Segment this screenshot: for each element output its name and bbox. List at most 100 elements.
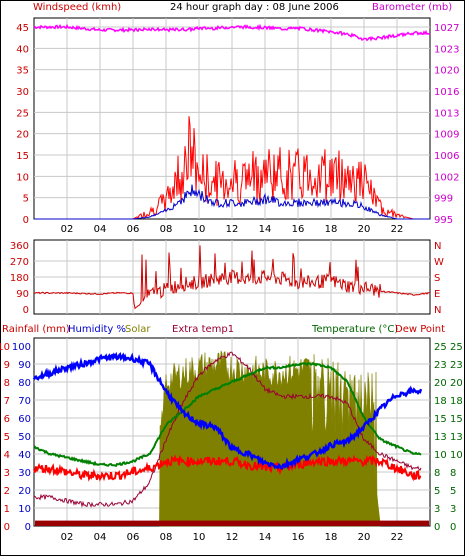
- hour-tick: 10: [193, 224, 206, 235]
- dew-point-tick: 10: [450, 450, 463, 461]
- extra-temp-label: Extra temp1: [172, 324, 234, 335]
- hour-tick: 12: [226, 532, 239, 543]
- rainfall-tick-labels: 0 1 2 3 4 5 6 7 8 9 10: [0, 342, 10, 533]
- humidity-tick: 80: [18, 378, 31, 389]
- hour-tick: 04: [94, 532, 107, 543]
- wind-direction-series: [33, 245, 431, 310]
- dew-point-tick: 15: [450, 414, 463, 425]
- rainfall-tick: 0: [4, 522, 10, 533]
- rainfall-tick: 10: [0, 342, 10, 353]
- temperature-tick: 13: [434, 432, 447, 443]
- barometer-tick: 995: [434, 215, 453, 226]
- dew-point-tick: 5: [450, 486, 456, 497]
- solar-label: Solar: [125, 324, 151, 335]
- windspeed-tick: 0: [23, 215, 29, 226]
- windspeed-tick: 10: [16, 172, 29, 183]
- temperature-tick-labels: 0 3 5 8 10 13 15 18 20 23 25: [434, 342, 447, 533]
- hour-tick: 18: [325, 532, 338, 543]
- dew-point-tick: 20: [450, 378, 463, 389]
- humidity-tick: 100: [12, 342, 31, 353]
- compass-tick: W: [434, 257, 444, 268]
- temperature-tick: 0: [434, 522, 440, 533]
- rainfall-tick: 9: [4, 360, 10, 371]
- temperature-tick: 8: [434, 468, 440, 479]
- hour-tick: 08: [160, 224, 173, 235]
- windspeed-tick: 35: [16, 66, 29, 77]
- barometer-tick: 1027: [434, 23, 459, 34]
- windspeed-tick: 5: [23, 194, 29, 205]
- temperature-tick: 18: [434, 396, 447, 407]
- hour-tick: 10: [193, 532, 206, 543]
- compass-tick: N: [434, 241, 441, 252]
- hour-tick: 22: [391, 532, 404, 543]
- dew-point-tick-labels: 0 3 5 8 10 13 15 18 20 23 25: [450, 342, 463, 533]
- temperature-tick: 20: [434, 378, 447, 389]
- windspeed-tick: 30: [16, 87, 29, 98]
- barometer-tick: 1016: [434, 87, 459, 98]
- hour-tick: 02: [61, 532, 74, 543]
- windspeed-tick: 20: [16, 130, 29, 141]
- barometer-series: [33, 23, 431, 42]
- windspeed-axis-label: Windspeed (kmh): [33, 2, 121, 13]
- barometer-tick: 1006: [434, 151, 459, 162]
- rainfall-series: [35, 520, 429, 526]
- graph-title: 24 hour graph day : 08 June 2006: [170, 2, 339, 13]
- direction-tick: 180: [10, 273, 29, 284]
- rainfall-tick: 2: [4, 486, 10, 497]
- humidity-axis-label: Humidity %: [68, 324, 126, 335]
- barometer-tick: 1009: [434, 130, 459, 141]
- hour-tick: 16: [292, 224, 305, 235]
- humidity-tick: 40: [18, 450, 31, 461]
- compass-tick: E: [434, 289, 440, 300]
- dew-point-tick: 23: [450, 360, 463, 371]
- barometer-tick: 1002: [434, 172, 459, 183]
- hour-tick: 08: [160, 532, 173, 543]
- compass-tick: N: [434, 305, 441, 316]
- rainfall-tick: 6: [4, 414, 10, 425]
- barometer-tick: 1023: [434, 44, 459, 55]
- rainfall-axis-label: Rainfall (mm): [2, 324, 70, 335]
- hour-tick: 06: [127, 224, 140, 235]
- dew-point-tick: 0: [450, 522, 456, 533]
- hour-tick: 18: [325, 224, 338, 235]
- windspeed-tick: 40: [16, 44, 29, 55]
- barometer-tick: 1020: [434, 66, 459, 77]
- dew-point-tick: 8: [450, 468, 456, 479]
- windspeed-tick: 45: [16, 23, 29, 34]
- temperature-axis-label: Temperature (°C): [311, 324, 398, 335]
- temperature-tick: 3: [434, 504, 440, 515]
- barometer-tick: 999: [434, 194, 453, 205]
- temperature-tick: 5: [434, 486, 440, 497]
- direction-tick: 270: [10, 257, 29, 268]
- temperature-tick: 15: [434, 414, 447, 425]
- hour-tick: 02: [61, 224, 74, 235]
- rainfall-tick: 5: [4, 432, 10, 443]
- humidity-tick: 70: [18, 396, 31, 407]
- temperature-tick: 25: [434, 342, 447, 353]
- direction-tick: 360: [10, 241, 29, 252]
- humidity-tick: 20: [18, 486, 31, 497]
- windspeed-average-series: [34, 184, 430, 220]
- hour-tick: 14: [259, 532, 272, 543]
- windspeed-tick: 15: [16, 151, 29, 162]
- humidity-tick: 10: [18, 504, 31, 515]
- compass-tick: S: [434, 273, 440, 284]
- direction-tick: 90: [16, 289, 29, 300]
- barometer-tick: 1013: [434, 108, 459, 119]
- dew-point-tick: 13: [450, 432, 463, 443]
- humidity-tick-labels: 0 10 20 30 40 50 60 70 80 90 100: [12, 342, 31, 533]
- windspeed-tick: 25: [16, 108, 29, 119]
- barometer-axis-label: Barometer (mb): [372, 2, 452, 13]
- humidity-series: [32, 351, 423, 470]
- humidity-tick: 90: [18, 360, 31, 371]
- humidity-tick: 50: [18, 432, 31, 443]
- direction-degree-labels: 0 90 180 270 360: [10, 241, 29, 316]
- humidity-tick: 30: [18, 468, 31, 479]
- panel1-hour-ticks: 02 04 06 08 10 12 14 16 18 20 22: [61, 224, 404, 235]
- direction-tick: 0: [23, 305, 29, 316]
- hour-tick: 06: [127, 532, 140, 543]
